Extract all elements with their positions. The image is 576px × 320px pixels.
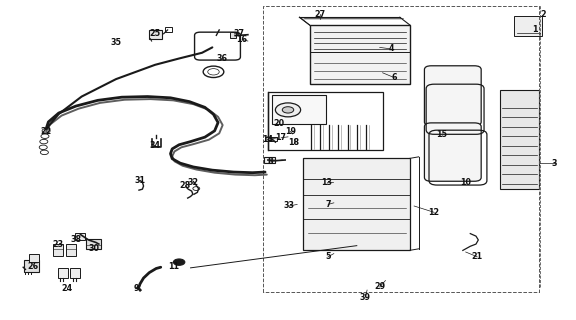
Bar xyxy=(29,253,39,261)
Text: 34: 34 xyxy=(150,141,161,150)
Text: 37: 37 xyxy=(234,28,245,38)
Text: 23: 23 xyxy=(52,240,63,249)
Text: 6: 6 xyxy=(391,73,397,82)
Text: 19: 19 xyxy=(285,127,296,136)
Bar xyxy=(304,158,410,251)
Text: 35: 35 xyxy=(111,38,122,47)
Bar xyxy=(149,30,162,39)
Text: 5: 5 xyxy=(325,252,331,261)
Text: 38: 38 xyxy=(70,236,81,244)
Text: 10: 10 xyxy=(460,178,471,187)
Text: 13: 13 xyxy=(321,178,332,187)
Text: 39: 39 xyxy=(360,292,371,301)
Text: 14: 14 xyxy=(262,135,273,144)
Bar xyxy=(265,137,276,141)
Circle shape xyxy=(40,150,48,155)
Bar xyxy=(58,268,68,278)
Text: 4: 4 xyxy=(388,44,394,53)
Text: 11: 11 xyxy=(168,262,179,271)
FancyBboxPatch shape xyxy=(425,66,481,126)
Bar xyxy=(86,239,101,250)
Circle shape xyxy=(282,107,294,113)
Text: 1: 1 xyxy=(532,25,537,35)
Text: 22: 22 xyxy=(40,127,52,136)
Text: 12: 12 xyxy=(429,208,439,217)
Text: 17: 17 xyxy=(276,133,287,142)
Text: 15: 15 xyxy=(436,130,447,139)
Text: 24: 24 xyxy=(62,284,73,293)
Text: 8: 8 xyxy=(268,157,274,166)
Text: 9: 9 xyxy=(134,284,139,293)
Text: 16: 16 xyxy=(237,35,248,44)
Bar xyxy=(268,92,382,150)
Text: 3: 3 xyxy=(552,159,558,168)
Bar xyxy=(229,32,236,38)
Text: 18: 18 xyxy=(288,138,300,147)
Circle shape xyxy=(173,259,185,265)
Text: 7: 7 xyxy=(325,200,331,209)
Bar xyxy=(24,260,39,272)
Circle shape xyxy=(275,103,301,117)
Circle shape xyxy=(40,140,48,144)
Bar xyxy=(514,16,542,36)
Bar xyxy=(165,27,172,32)
Text: 20: 20 xyxy=(273,119,285,128)
Text: 32: 32 xyxy=(188,178,199,187)
Text: 26: 26 xyxy=(27,262,39,271)
Text: 21: 21 xyxy=(472,252,483,261)
Text: 27: 27 xyxy=(314,10,325,19)
Bar xyxy=(272,95,327,124)
Bar xyxy=(70,268,81,278)
Text: 30: 30 xyxy=(89,244,100,253)
Bar xyxy=(75,233,85,240)
Text: 36: 36 xyxy=(216,54,227,63)
Circle shape xyxy=(42,129,50,133)
Bar xyxy=(53,244,63,256)
Circle shape xyxy=(41,134,49,139)
Text: 33: 33 xyxy=(283,202,295,211)
Bar xyxy=(310,25,410,84)
Bar xyxy=(66,244,76,256)
Circle shape xyxy=(39,145,47,149)
Text: 28: 28 xyxy=(179,181,191,190)
FancyBboxPatch shape xyxy=(425,123,481,181)
Text: 29: 29 xyxy=(374,282,385,292)
Text: 25: 25 xyxy=(149,28,161,38)
Text: 2: 2 xyxy=(540,10,546,19)
Bar xyxy=(264,157,275,163)
Text: 31: 31 xyxy=(135,176,146,185)
Bar xyxy=(500,90,539,188)
